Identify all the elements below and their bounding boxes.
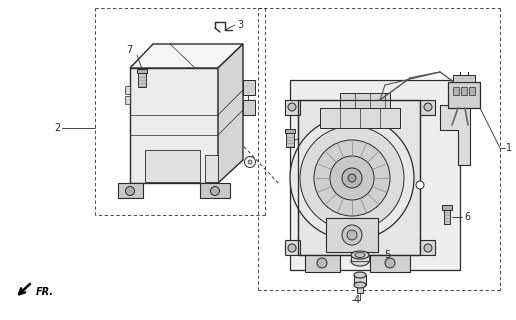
Circle shape — [317, 258, 327, 268]
Bar — [461, 87, 467, 95]
Circle shape — [342, 225, 362, 245]
Ellipse shape — [354, 272, 366, 278]
Bar — [469, 87, 475, 95]
Polygon shape — [200, 183, 230, 198]
Text: 1: 1 — [506, 143, 512, 153]
Text: 7: 7 — [312, 130, 318, 140]
Polygon shape — [290, 80, 460, 270]
Polygon shape — [243, 80, 255, 95]
Circle shape — [347, 230, 357, 240]
Ellipse shape — [351, 251, 369, 259]
Text: 6: 6 — [464, 212, 470, 222]
Circle shape — [245, 156, 255, 167]
Polygon shape — [326, 218, 378, 252]
Circle shape — [300, 126, 404, 230]
Ellipse shape — [351, 256, 369, 266]
Polygon shape — [444, 210, 450, 224]
Text: 3: 3 — [237, 20, 243, 30]
Polygon shape — [243, 100, 255, 115]
Text: 2: 2 — [54, 123, 60, 133]
Text: FR.: FR. — [36, 287, 54, 297]
Circle shape — [248, 160, 252, 164]
Polygon shape — [420, 240, 435, 255]
Polygon shape — [298, 100, 420, 255]
Polygon shape — [351, 255, 369, 261]
Circle shape — [290, 116, 414, 240]
Text: 4: 4 — [354, 295, 360, 305]
Polygon shape — [305, 255, 340, 272]
Circle shape — [330, 156, 374, 200]
Polygon shape — [205, 155, 218, 182]
Polygon shape — [442, 205, 452, 210]
Circle shape — [288, 244, 296, 252]
Polygon shape — [354, 275, 366, 285]
Circle shape — [288, 103, 296, 111]
Polygon shape — [285, 100, 300, 115]
Text: 7: 7 — [126, 45, 132, 55]
Polygon shape — [286, 133, 294, 147]
Polygon shape — [285, 240, 300, 255]
Polygon shape — [340, 93, 390, 108]
Circle shape — [416, 181, 424, 189]
Bar — [453, 87, 459, 95]
Circle shape — [211, 187, 219, 196]
Circle shape — [125, 187, 135, 196]
Circle shape — [424, 103, 432, 111]
Polygon shape — [118, 183, 143, 198]
Ellipse shape — [354, 282, 366, 288]
Text: 5: 5 — [384, 250, 390, 260]
Polygon shape — [448, 82, 480, 108]
Circle shape — [314, 140, 390, 216]
Polygon shape — [420, 100, 435, 115]
Circle shape — [385, 258, 395, 268]
Polygon shape — [137, 69, 147, 73]
Polygon shape — [370, 255, 410, 272]
Polygon shape — [145, 150, 200, 182]
Polygon shape — [320, 108, 400, 128]
Polygon shape — [125, 96, 130, 104]
Polygon shape — [453, 75, 475, 82]
Polygon shape — [440, 105, 470, 165]
Polygon shape — [218, 44, 243, 183]
Polygon shape — [130, 44, 243, 68]
Polygon shape — [130, 68, 218, 183]
Circle shape — [348, 174, 356, 182]
Circle shape — [424, 244, 432, 252]
Circle shape — [342, 168, 362, 188]
Polygon shape — [138, 73, 146, 87]
Polygon shape — [357, 285, 363, 293]
Polygon shape — [285, 129, 295, 133]
Polygon shape — [125, 86, 130, 94]
Ellipse shape — [355, 252, 365, 258]
